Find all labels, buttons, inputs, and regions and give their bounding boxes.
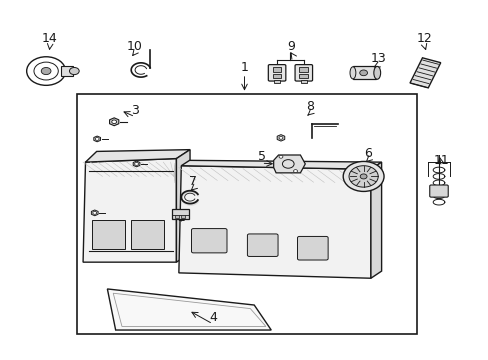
FancyBboxPatch shape: [77, 94, 416, 334]
Polygon shape: [181, 160, 381, 169]
FancyBboxPatch shape: [268, 64, 285, 81]
Circle shape: [359, 70, 367, 76]
FancyBboxPatch shape: [352, 66, 375, 79]
Polygon shape: [273, 155, 305, 173]
Text: 11: 11: [433, 154, 448, 167]
Polygon shape: [277, 135, 284, 141]
Polygon shape: [85, 150, 190, 162]
Polygon shape: [94, 136, 101, 142]
Polygon shape: [133, 161, 140, 167]
FancyBboxPatch shape: [191, 229, 226, 253]
FancyBboxPatch shape: [247, 234, 278, 256]
FancyBboxPatch shape: [175, 215, 179, 218]
Text: 8: 8: [305, 100, 313, 113]
Circle shape: [360, 174, 366, 179]
Text: 10: 10: [127, 40, 143, 53]
Circle shape: [343, 161, 383, 192]
Text: 14: 14: [42, 32, 58, 45]
Polygon shape: [179, 166, 370, 278]
FancyBboxPatch shape: [299, 74, 307, 78]
Circle shape: [348, 166, 377, 187]
FancyBboxPatch shape: [181, 215, 185, 218]
Text: 5: 5: [257, 150, 265, 163]
Text: 4: 4: [208, 311, 216, 324]
FancyBboxPatch shape: [171, 209, 189, 219]
Circle shape: [41, 67, 51, 75]
FancyBboxPatch shape: [429, 185, 447, 197]
Polygon shape: [109, 118, 119, 126]
FancyBboxPatch shape: [299, 67, 307, 72]
Circle shape: [134, 162, 138, 165]
Ellipse shape: [349, 67, 355, 79]
FancyBboxPatch shape: [297, 237, 327, 260]
Polygon shape: [107, 289, 271, 330]
Circle shape: [93, 211, 97, 214]
Polygon shape: [83, 158, 176, 262]
Text: 12: 12: [416, 32, 431, 45]
Text: 2: 2: [177, 211, 185, 224]
FancyBboxPatch shape: [61, 66, 73, 76]
Polygon shape: [91, 210, 98, 216]
FancyBboxPatch shape: [272, 74, 281, 78]
Polygon shape: [370, 162, 381, 278]
Text: 6: 6: [364, 147, 372, 160]
FancyBboxPatch shape: [272, 67, 281, 72]
FancyBboxPatch shape: [274, 80, 280, 83]
Text: 13: 13: [369, 52, 386, 65]
Polygon shape: [409, 58, 440, 88]
Circle shape: [279, 156, 283, 158]
Polygon shape: [176, 150, 190, 262]
Circle shape: [95, 138, 99, 140]
Text: 1: 1: [240, 61, 248, 74]
Text: 9: 9: [286, 40, 294, 53]
Ellipse shape: [373, 66, 380, 79]
FancyBboxPatch shape: [92, 220, 124, 249]
Text: 3: 3: [131, 104, 139, 117]
FancyBboxPatch shape: [294, 64, 312, 81]
Text: 7: 7: [189, 175, 197, 188]
Circle shape: [69, 67, 79, 75]
Circle shape: [293, 170, 297, 172]
Circle shape: [279, 136, 283, 139]
FancyBboxPatch shape: [130, 220, 163, 249]
Circle shape: [112, 120, 116, 123]
FancyBboxPatch shape: [300, 80, 306, 83]
